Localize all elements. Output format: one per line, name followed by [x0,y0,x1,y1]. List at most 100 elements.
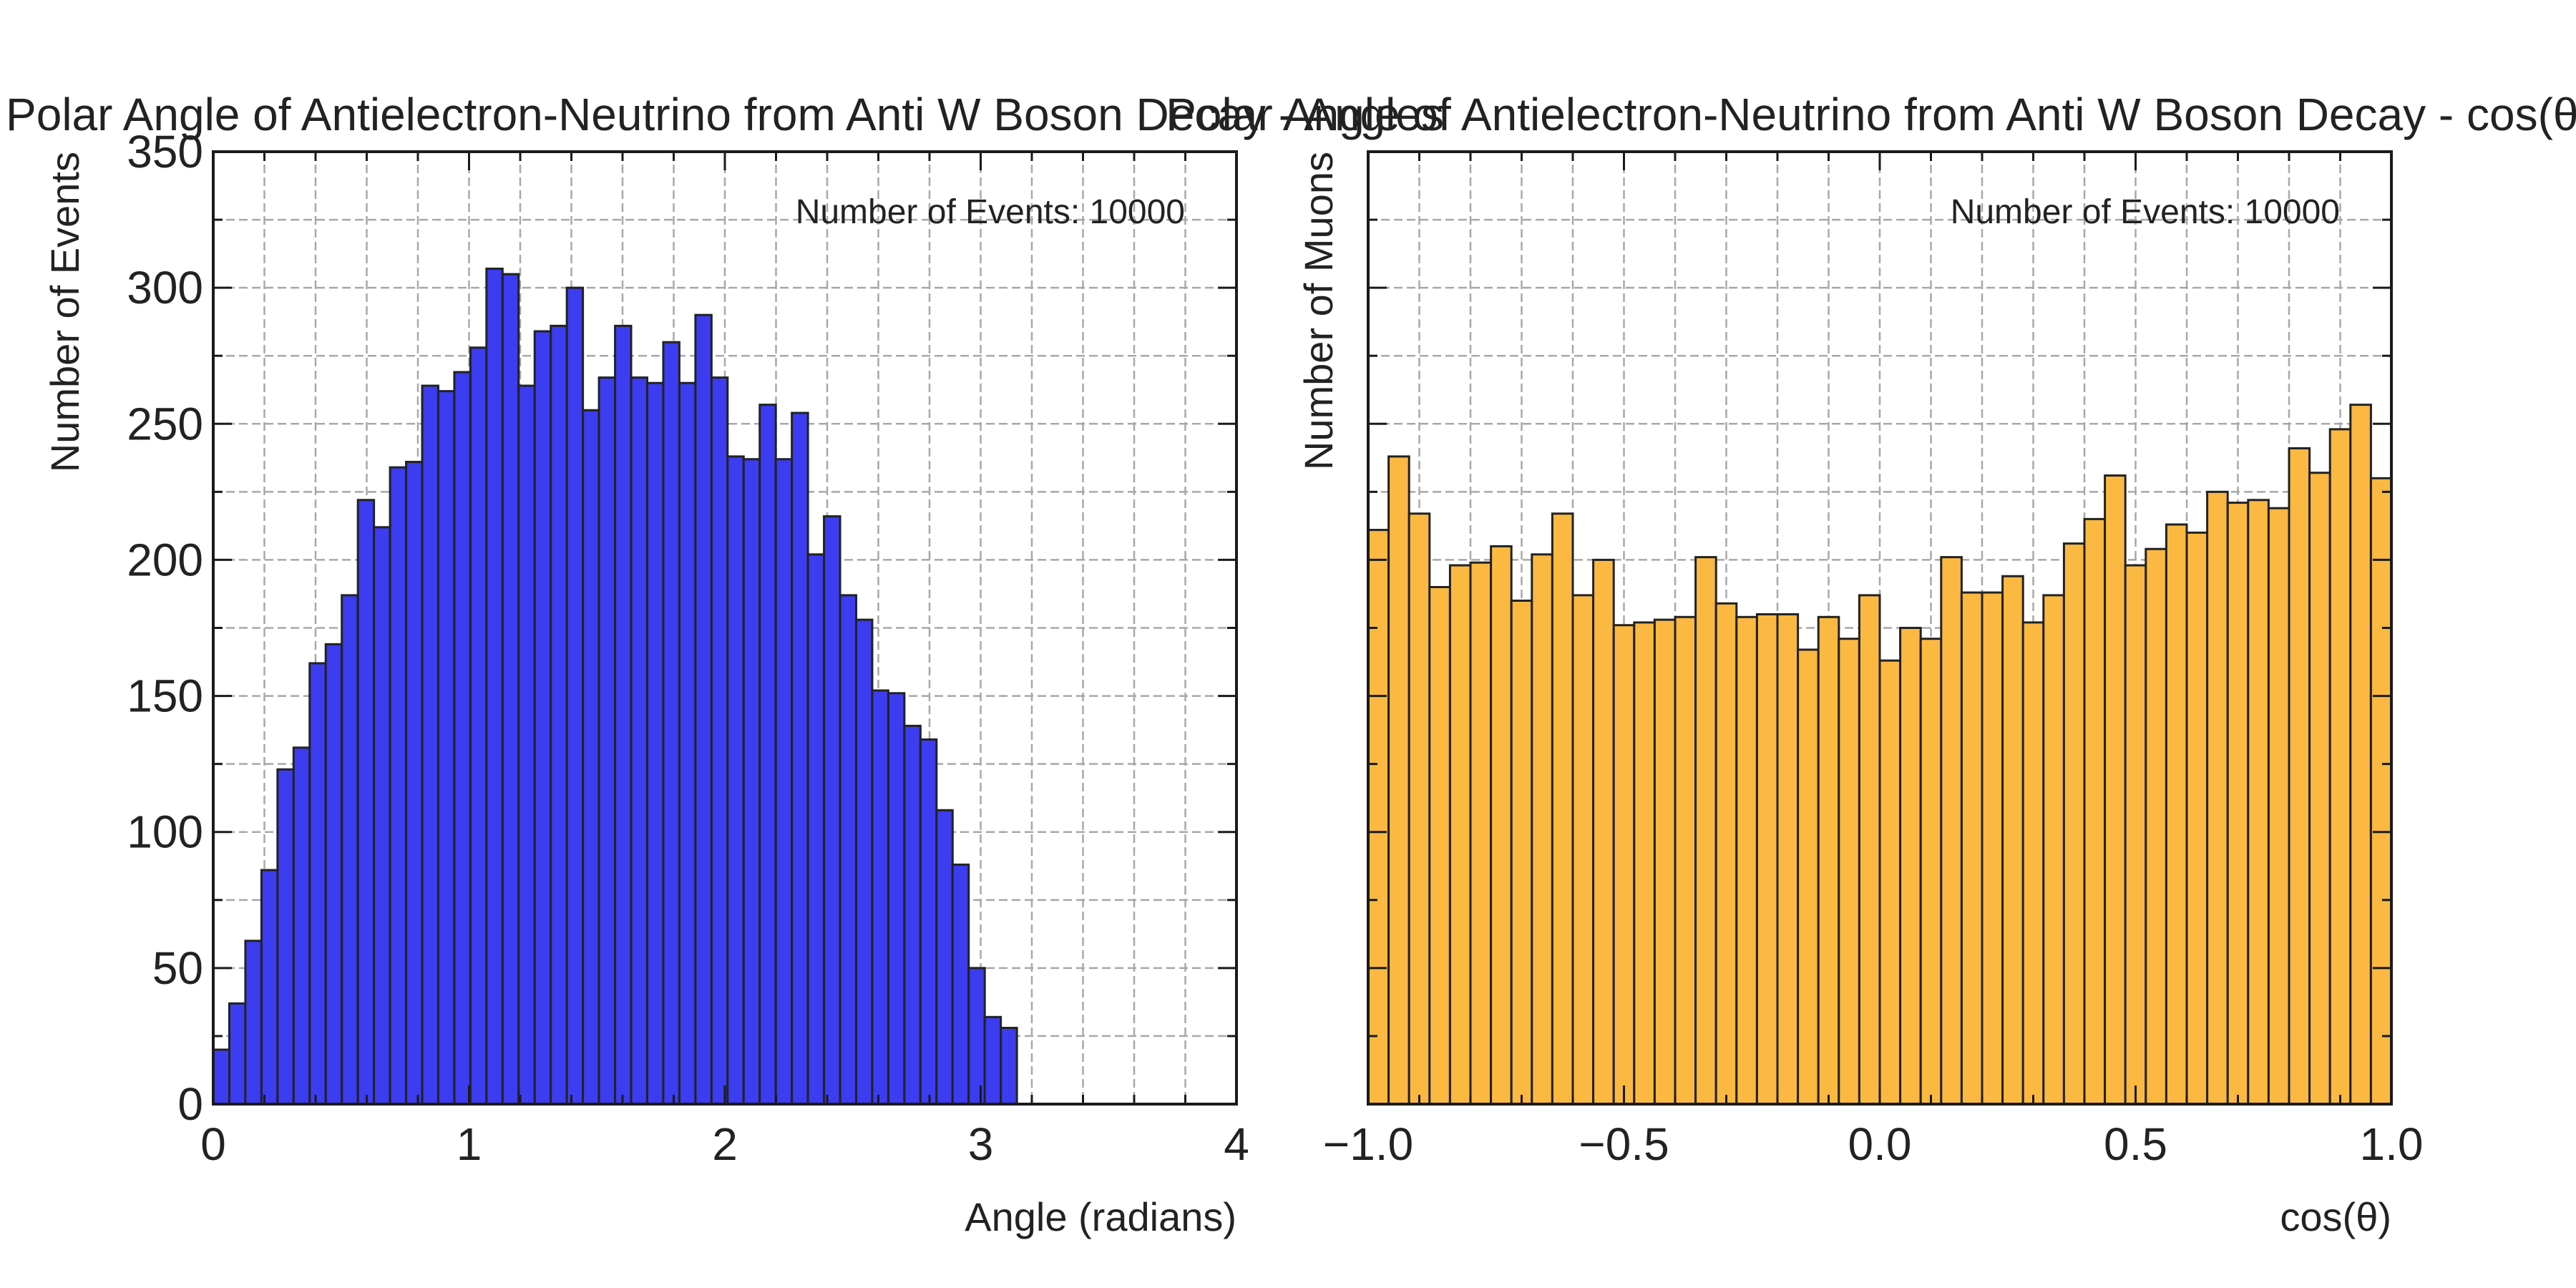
left-ticks [212,150,1238,1106]
histogram-bar [983,1015,1002,1106]
histogram-bar [1000,1027,1018,1106]
histogram-bar [2288,447,2311,1106]
x-tick-label: 0 [200,1118,226,1170]
histogram-bar [710,376,729,1106]
histogram-bar [1858,594,1881,1106]
histogram-bar [1367,529,1390,1106]
histogram-bar [485,268,504,1106]
right-x-axis-label: cos(θ) [2280,1194,2391,1239]
histogram-bar [1714,602,1738,1106]
histogram-bar [533,330,552,1106]
histogram-bar [935,809,954,1106]
histogram-bar [2206,490,2229,1106]
histogram-bar [1674,615,1697,1106]
histogram-bar [1981,591,2004,1106]
y-tick-label: 200 [127,534,203,585]
histogram-bar [1735,615,1758,1106]
histogram-bar [1633,621,1656,1106]
histogram-bar [806,553,826,1106]
histogram-bar [1592,558,1615,1106]
right-x-tick-labels: −1.0 −0.5 0.0 0.5 1.0 [1323,1118,2424,1170]
histogram-bar [758,404,777,1106]
histogram-bar [887,692,906,1106]
histogram-bar [1797,648,1820,1106]
histogram-bar [839,594,857,1106]
histogram-bar [228,1002,247,1106]
histogram-bar [2145,547,2167,1106]
y-tick-label: 250 [127,398,203,449]
histogram-bar [1387,455,1410,1106]
left-y-tick-labels: 0 50 100 150 200 250 300 350 [127,126,203,1130]
histogram-bar [2247,499,2270,1106]
histogram-bar [854,618,874,1106]
right-y-axis-label: Number of Muons [1296,152,1341,470]
histogram-bar [871,689,889,1106]
right-event-count-annotation: Number of Events: 10000 [1951,193,2340,231]
left-bars [212,268,1018,1106]
histogram-bar [1755,613,1779,1106]
histogram-bar [550,324,568,1106]
histogram-bar [1490,545,1513,1106]
histogram-bar [582,409,600,1106]
histogram-bar [324,643,343,1106]
histogram-bar [244,940,263,1106]
histogram-bar [1878,659,1902,1106]
histogram-bar [421,384,439,1106]
histogram-bar [1469,561,1493,1106]
histogram-bar [373,526,391,1106]
histogram-bar [1612,624,1636,1106]
x-tick-label: 3 [968,1118,994,1170]
left-y-axis-label: Number of Events [42,152,87,472]
y-tick-label: 0 [177,1078,203,1130]
histogram-bar [1551,512,1574,1106]
histogram-bar [951,863,970,1106]
histogram-bar [1919,638,1943,1106]
histogram-bar [645,381,665,1106]
histogram-bar [662,341,680,1106]
histogram-bar [774,458,794,1106]
histogram-bar [341,594,359,1106]
histogram-bar [2267,507,2290,1106]
histogram-bar [1838,638,1860,1106]
x-tick-label: 1.0 [2360,1118,2424,1170]
histogram-bar [823,515,841,1106]
histogram-bar [2328,428,2352,1106]
y-tick-label: 50 [152,942,203,994]
histogram-bar [2124,564,2147,1106]
left-x-tick-labels: 0 1 2 3 4 [200,1118,1249,1170]
right-bars [1367,404,2393,1106]
histogram-bar [469,346,488,1106]
histogram-bar [2042,594,2065,1106]
y-tick-label: 150 [127,670,203,722]
histogram-bar [1940,556,1963,1106]
histogram-bar [2308,472,2331,1106]
histogram-bar [356,499,376,1106]
histogram-bar [967,967,986,1106]
left-x-axis-label: Angle (radians) [965,1194,1236,1239]
histogram-bar [517,384,536,1106]
histogram-bar [2104,474,2127,1106]
histogram-bar [2369,477,2393,1106]
histogram-bar [501,273,520,1106]
x-tick-label: −1.0 [1323,1118,1413,1170]
histogram-bar [694,313,713,1106]
histogram-bar [453,371,472,1106]
histogram-bar [1817,615,1840,1106]
x-tick-label: 0.5 [2104,1118,2167,1170]
histogram-bar [1776,613,1800,1106]
histogram-bar [919,738,938,1106]
histogram-bar [630,376,648,1106]
histogram-bar [2185,531,2209,1106]
histogram-bar [597,376,617,1106]
histogram-bar [2001,575,2024,1106]
histogram-bar [565,286,585,1106]
histogram-bar [292,746,311,1106]
histogram-bar [436,390,456,1106]
histogram-bar [678,381,697,1106]
histogram-bar [389,466,408,1106]
y-tick-label: 350 [127,126,203,177]
histogram-bar [2226,502,2250,1106]
x-tick-label: −0.5 [1579,1118,1669,1170]
right-chart-title: Polar Angle of Antielectron-Neutrino fro… [1166,89,2576,140]
